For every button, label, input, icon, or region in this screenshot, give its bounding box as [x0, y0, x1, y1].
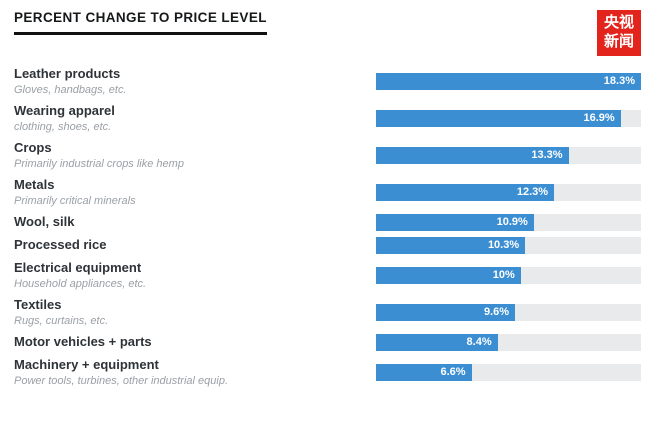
cctv-news-logo: 央视 新闻 — [597, 10, 641, 56]
category-labels: Metals Primarily critical minerals — [14, 177, 376, 208]
logo-line-2: 新闻 — [603, 32, 634, 50]
bar: 9.6% — [376, 303, 516, 321]
chart-row: Machinery + equipment Power tools, turbi… — [14, 357, 641, 388]
bar: 10.3% — [376, 236, 526, 254]
bar: 16.9% — [376, 109, 621, 127]
bar-track: 8.4% — [376, 333, 641, 351]
bar-value-label: 16.9% — [583, 112, 615, 124]
category-label: Machinery + equipment — [14, 356, 159, 372]
bar-track: 9.6% — [376, 303, 641, 321]
bar-track: 10.3% — [376, 236, 641, 254]
bar-track: 12.3% — [376, 183, 641, 201]
category-label: Textiles — [14, 296, 62, 312]
category-labels: Processed rice — [14, 237, 376, 254]
bar: 12.3% — [376, 183, 555, 201]
category-subtitle: Rugs, curtains, etc. — [14, 314, 109, 327]
bar-value-label: 10.3% — [487, 239, 520, 251]
category-subtitle: Power tools, turbines, other industrial … — [14, 374, 229, 387]
category-subtitle: Gloves, handbags, etc. — [14, 83, 127, 96]
bar: 10% — [376, 266, 521, 284]
category-subtitle: clothing, shoes, etc. — [14, 120, 112, 133]
bar-value-label: 12.3% — [516, 186, 549, 198]
bar-track: 6.6% — [376, 363, 641, 381]
chart-row: Metals Primarily critical minerals 12.3% — [14, 177, 641, 208]
bar-value-label: 10.9% — [496, 216, 528, 228]
bar: 13.3% — [376, 146, 569, 164]
category-label: Metals — [14, 176, 55, 192]
bar-value-label: 8.4% — [466, 336, 492, 348]
category-label: Processed rice — [14, 236, 107, 252]
chart-row: Leather products Gloves, handbags, etc. … — [14, 66, 641, 97]
category-subtitle: Primarily critical minerals — [14, 194, 136, 207]
category-label: Wool, silk — [14, 213, 75, 229]
category-subtitle: Household appliances, etc. — [14, 277, 147, 290]
bar-track: 16.9% — [376, 109, 641, 127]
chart-row: Motor vehicles + parts 8.4% — [14, 333, 641, 351]
category-label: Wearing apparel — [14, 102, 115, 118]
category-labels: Crops Primarily industrial crops like he… — [14, 140, 376, 171]
bar: 18.3% — [376, 72, 641, 90]
bar-value-label: 18.3% — [603, 75, 635, 87]
category-label: Leather products — [14, 65, 121, 81]
bar-track: 10% — [376, 266, 641, 284]
page-title: PERCENT CHANGE TO PRICE LEVEL — [14, 10, 267, 35]
bar-track: 13.3% — [376, 146, 641, 164]
chart-row: Wearing apparel clothing, shoes, etc. 16… — [14, 103, 641, 134]
bar-value-label: 6.6% — [440, 366, 466, 378]
category-labels: Leather products Gloves, handbags, etc. — [14, 66, 376, 97]
bar-value-label: 10% — [492, 269, 515, 281]
chart-row: Wool, silk 10.9% — [14, 213, 641, 231]
bar-track: 18.3% — [376, 72, 641, 90]
category-labels: Wool, silk — [14, 214, 376, 231]
category-labels: Motor vehicles + parts — [14, 334, 376, 351]
chart-row: Crops Primarily industrial crops like he… — [14, 140, 641, 171]
chart-row: Textiles Rugs, curtains, etc. 9.6% — [14, 297, 641, 328]
bar-value-label: 9.6% — [483, 306, 510, 318]
bar: 6.6% — [376, 363, 472, 381]
bar-value-label: 13.3% — [531, 149, 563, 161]
category-labels: Wearing apparel clothing, shoes, etc. — [14, 103, 376, 134]
bar: 10.9% — [376, 213, 534, 231]
category-subtitle: Primarily industrial crops like hemp — [14, 157, 184, 170]
category-label: Motor vehicles + parts — [14, 333, 152, 349]
category-labels: Machinery + equipment Power tools, turbi… — [14, 357, 376, 388]
category-label: Crops — [14, 139, 52, 155]
bar-track: 10.9% — [376, 213, 641, 231]
category-labels: Electrical equipment Household appliance… — [14, 260, 376, 291]
logo-line-1: 央视 — [603, 14, 634, 31]
bar: 8.4% — [376, 333, 498, 351]
category-labels: Textiles Rugs, curtains, etc. — [14, 297, 376, 328]
chart-row: Electrical equipment Household appliance… — [14, 260, 641, 291]
category-label: Electrical equipment — [14, 259, 142, 275]
bar-chart: Leather products Gloves, handbags, etc. … — [14, 66, 641, 388]
chart-row: Processed rice 10.3% — [14, 236, 641, 254]
chart-header: PERCENT CHANGE TO PRICE LEVEL 央视 新闻 — [14, 10, 641, 56]
